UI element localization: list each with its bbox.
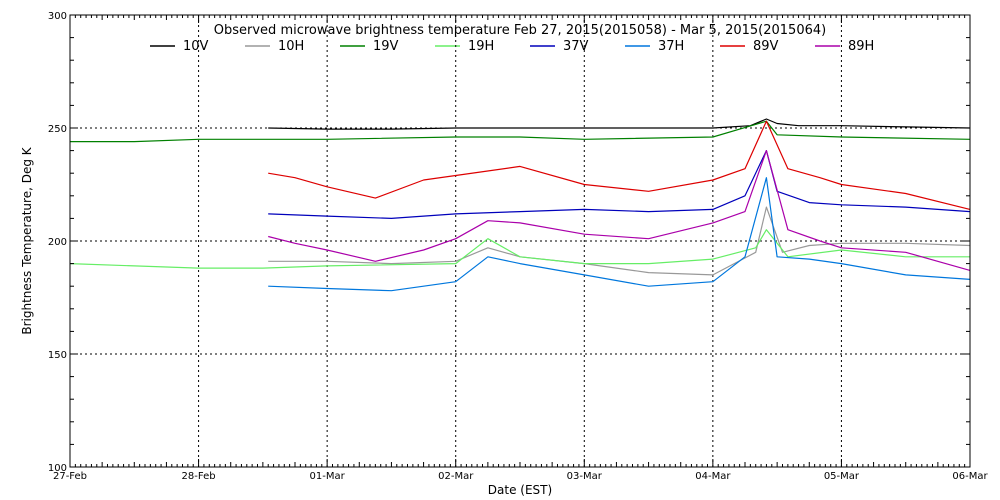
x-tick-label: 28-Feb bbox=[182, 471, 216, 482]
y-axis-label: Brightness Temperature, Deg K bbox=[20, 146, 34, 334]
legend-label-37h: 37H bbox=[658, 39, 684, 54]
x-axis: 27-Feb 28-Feb 01-Mar 02-Mar 03-Mar 04-Mar 05-M… bbox=[53, 15, 988, 482]
x-tick-label: 03-Mar bbox=[567, 471, 603, 482]
legend-label-19v: 19V bbox=[373, 39, 399, 54]
y-tick-label: 150 bbox=[48, 350, 67, 361]
legend-label-10h: 10H bbox=[278, 39, 304, 54]
grid-lines bbox=[70, 15, 970, 467]
legend-label-19h: 19H bbox=[468, 39, 494, 54]
x-tick-label: 04-Mar bbox=[695, 471, 731, 482]
x-tick-label: 06-Mar bbox=[952, 471, 988, 482]
series-line-89h bbox=[268, 150, 971, 271]
y-tick-label: 100 bbox=[48, 463, 67, 474]
chart-title: Observed microwave brightness temperatur… bbox=[214, 23, 826, 38]
series-lines bbox=[69, 118, 971, 292]
legend-label-89v: 89V bbox=[753, 39, 779, 54]
series-line-19v bbox=[70, 120, 971, 143]
legend: 10V 10H 19V 19H 37V 37H 89V 89H bbox=[150, 39, 874, 54]
legend-label-37v: 37V bbox=[563, 39, 589, 54]
x-tick-label: 02-Mar bbox=[438, 471, 474, 482]
series-line-19h bbox=[69, 229, 970, 269]
y-axis: 100 150 200 250 300 bbox=[48, 11, 970, 474]
x-tick-label: 05-Mar bbox=[824, 471, 860, 482]
x-tick-label: 01-Mar bbox=[310, 471, 346, 482]
legend-label-10v: 10V bbox=[183, 39, 209, 54]
series-line-37h bbox=[268, 177, 971, 292]
series-line-37v bbox=[268, 150, 971, 219]
series-line-10h bbox=[268, 206, 971, 276]
series-line-10v bbox=[268, 118, 971, 130]
y-tick-label: 300 bbox=[48, 11, 67, 22]
x-tick-label: 27-Feb bbox=[53, 471, 87, 482]
series-line-89v bbox=[268, 120, 971, 210]
y-tick-label: 200 bbox=[48, 237, 67, 248]
x-axis-label: Date (EST) bbox=[488, 483, 552, 497]
y-tick-label: 250 bbox=[48, 124, 67, 135]
legend-label-89h: 89H bbox=[848, 39, 874, 54]
